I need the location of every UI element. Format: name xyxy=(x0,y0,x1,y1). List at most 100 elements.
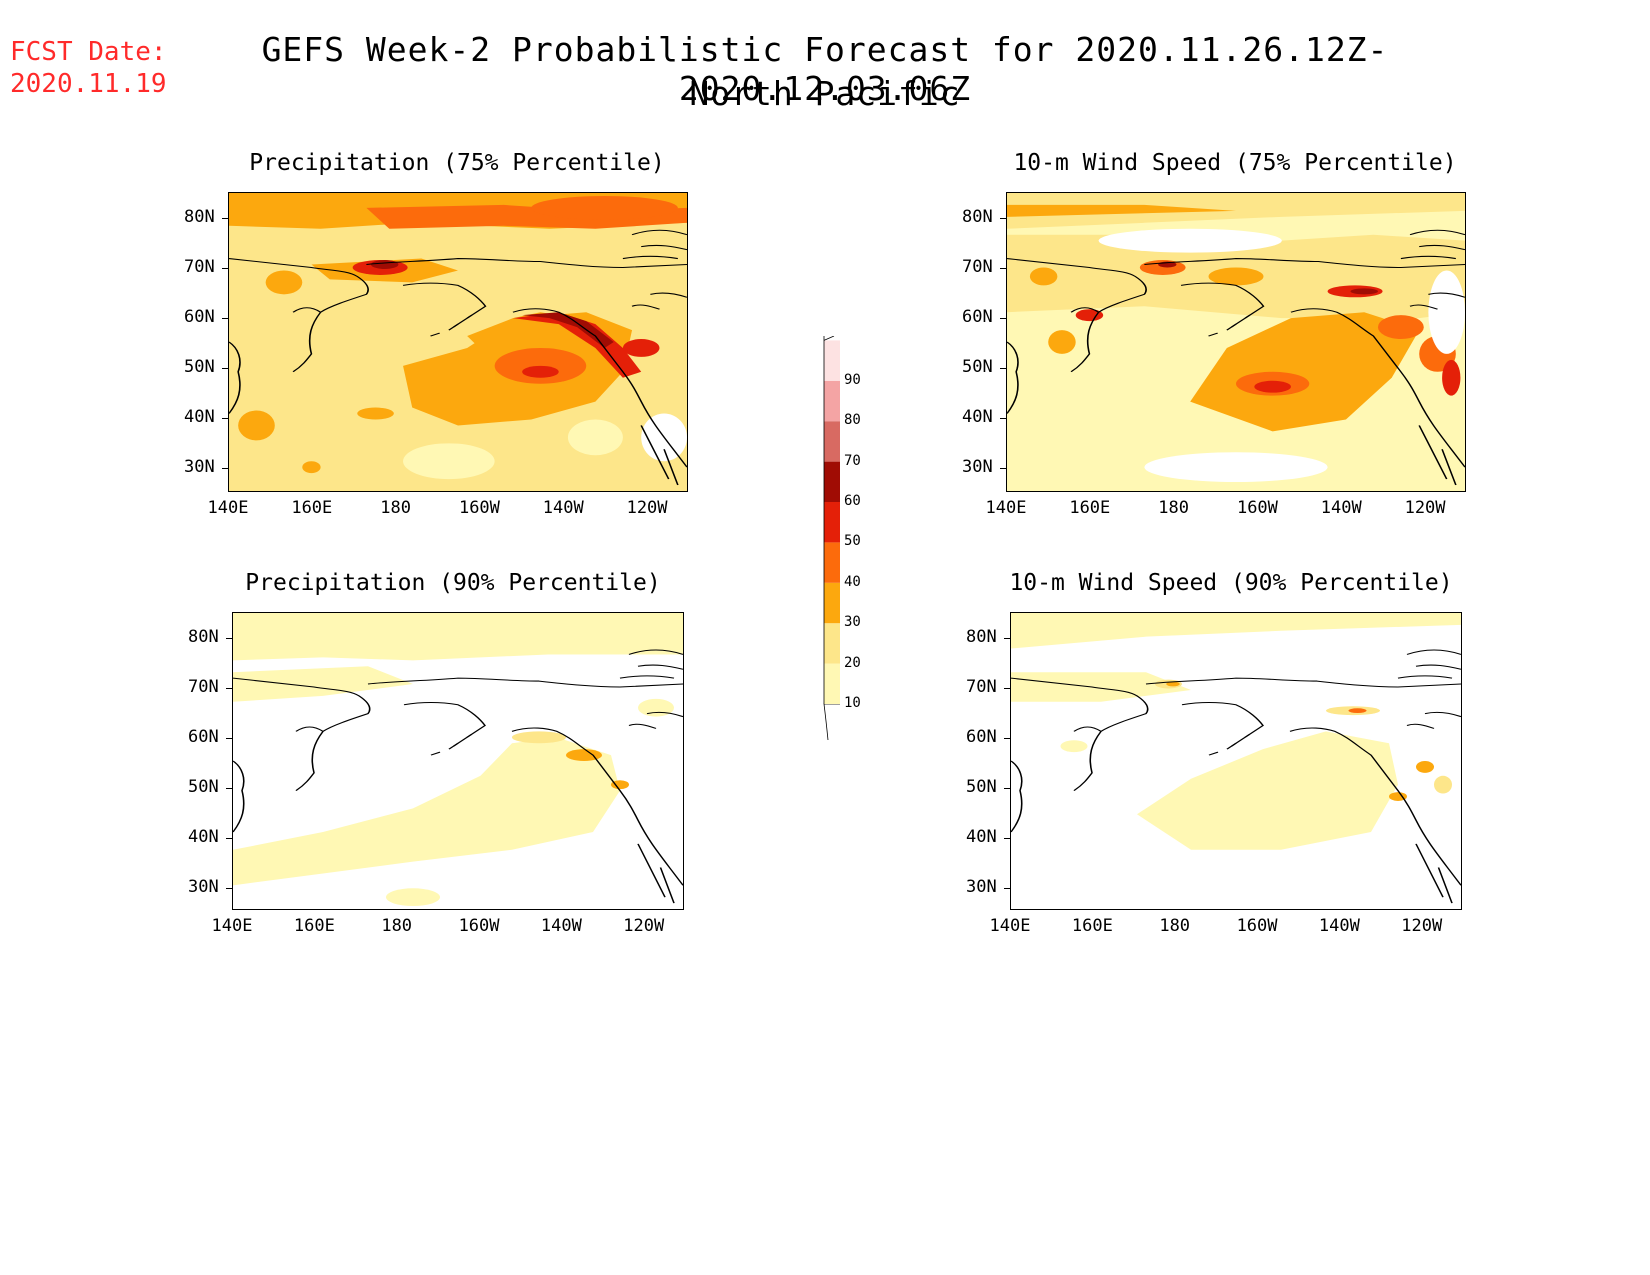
field-10 xyxy=(638,698,674,717)
field-30 xyxy=(1166,681,1180,687)
lat-label: 80N xyxy=(962,207,993,227)
field-30 xyxy=(611,780,629,790)
lat-label: 40N xyxy=(184,407,215,427)
lat-label: 70N xyxy=(966,677,997,697)
colorbar-segment xyxy=(824,380,840,422)
lon-label: 160W xyxy=(1236,498,1278,518)
field-none xyxy=(1144,452,1328,483)
field-30 xyxy=(1029,267,1058,286)
colorbar-label: 20 xyxy=(844,654,861,671)
colorbar-label: 30 xyxy=(844,614,861,631)
lat-label: 80N xyxy=(188,627,219,647)
lat-tick xyxy=(226,638,232,639)
field-30 xyxy=(1389,792,1407,801)
field-10 xyxy=(1060,740,1088,753)
lon-label: 180 xyxy=(381,916,413,936)
field-30 xyxy=(1190,312,1420,432)
field-40 xyxy=(1348,708,1367,714)
lat-label: 40N xyxy=(966,827,997,847)
page-title: GEFS Week-2 Probabilistic Forecast for 2… xyxy=(261,30,1389,108)
colorbar-label: 80 xyxy=(844,412,861,429)
coastline xyxy=(233,649,683,904)
coastline xyxy=(1011,649,1461,904)
colorbar-segment xyxy=(824,502,840,543)
lat-tick xyxy=(1004,638,1010,639)
page-subtitle: North Pacific xyxy=(689,74,961,113)
lat-tick xyxy=(1004,838,1010,839)
field-10 xyxy=(567,419,623,456)
lat-tick xyxy=(1004,738,1010,739)
lat-tick xyxy=(226,688,232,689)
lat-label: 80N xyxy=(184,207,215,227)
lat-label: 30N xyxy=(966,877,997,897)
lat-tick xyxy=(1000,368,1006,369)
lat-tick xyxy=(226,738,232,739)
lat-tick xyxy=(222,318,228,319)
field-60 xyxy=(370,260,399,269)
lon-label: 120W xyxy=(1404,498,1446,518)
lon-label: 160E xyxy=(291,498,333,518)
map-wind75 xyxy=(1006,192,1466,492)
map-precip90 xyxy=(232,612,684,910)
lat-tick xyxy=(1000,418,1006,419)
field-10 xyxy=(1011,672,1191,702)
panel-title: 10-m Wind Speed (75% Percentile) xyxy=(1013,150,1457,176)
lat-tick xyxy=(1000,468,1006,469)
coastline xyxy=(229,229,687,486)
lat-label: 30N xyxy=(962,457,993,477)
lon-label: 180 xyxy=(1158,498,1189,518)
lon-label: 140E xyxy=(211,916,253,936)
field-none xyxy=(1428,270,1465,354)
lat-tick xyxy=(226,838,232,839)
lon-label: 160E xyxy=(1069,498,1111,518)
lat-label: 80N xyxy=(966,627,997,647)
lon-label: 140E xyxy=(989,916,1031,936)
lon-label: 140E xyxy=(985,498,1027,518)
lat-label: 30N xyxy=(188,877,219,897)
lat-tick xyxy=(222,218,228,219)
colorbar-segment xyxy=(824,663,840,704)
map-precip75 xyxy=(228,192,688,492)
field-30 xyxy=(1208,267,1264,286)
field-10 xyxy=(1137,731,1398,850)
field-30 xyxy=(566,749,602,761)
lat-tick xyxy=(1000,268,1006,269)
lat-tick xyxy=(1004,688,1010,689)
panel-title: Precipitation (75% Percentile) xyxy=(249,150,665,176)
field-30 xyxy=(1007,204,1236,217)
coastline xyxy=(1007,229,1465,486)
lon-label: 180 xyxy=(380,498,411,518)
lon-label: 140W xyxy=(542,498,584,518)
lat-label: 60N xyxy=(184,307,215,327)
colorbar-segment xyxy=(824,582,840,624)
field-10 xyxy=(403,443,495,480)
lon-label: 140W xyxy=(1320,498,1362,518)
field-20 xyxy=(512,731,566,744)
colorbar-bar xyxy=(823,336,840,740)
lat-label: 60N xyxy=(966,727,997,747)
field-10 xyxy=(1011,613,1461,649)
field-10 xyxy=(386,888,440,907)
field-50 xyxy=(1254,380,1291,393)
field-40 xyxy=(531,195,678,220)
lat-label: 50N xyxy=(966,777,997,797)
field-30 xyxy=(1048,330,1076,354)
field-none xyxy=(1098,228,1282,253)
lon-label: 160W xyxy=(1236,916,1278,936)
lon-label: 140E xyxy=(207,498,249,518)
panel-title: Precipitation (90% Percentile) xyxy=(245,570,661,596)
field-30 xyxy=(302,461,321,474)
lat-tick xyxy=(1000,218,1006,219)
lat-label: 50N xyxy=(962,357,993,377)
field-40 xyxy=(1377,315,1424,340)
field-20 xyxy=(1434,775,1452,794)
field-60 xyxy=(1350,288,1378,295)
lat-label: 60N xyxy=(962,307,993,327)
field-50 xyxy=(1442,359,1461,396)
colorbar-label: 70 xyxy=(844,452,861,469)
field-60 xyxy=(522,312,614,348)
fcst-date: FCST Date: 2020.11.19 xyxy=(10,36,167,100)
lon-label: 160E xyxy=(293,916,335,936)
lat-label: 70N xyxy=(962,257,993,277)
field-50 xyxy=(1075,309,1104,322)
